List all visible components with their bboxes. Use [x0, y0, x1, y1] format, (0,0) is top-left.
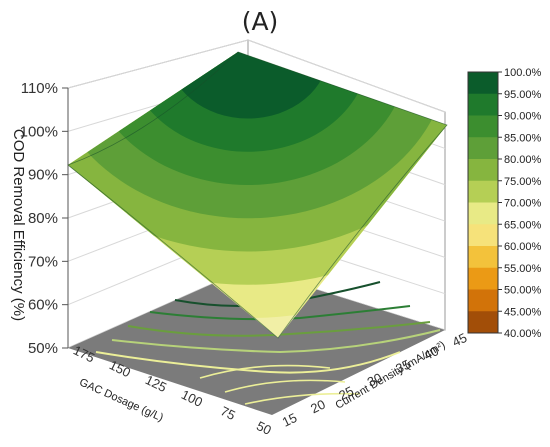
wall-gridline [247, 39, 446, 113]
colorbar-swatch [468, 246, 498, 269]
z-tick-label: 100% [20, 123, 58, 140]
floor-contour-line [149, 305, 411, 321]
x-tick-label: 20 [308, 397, 328, 417]
panel-label: (A) [242, 7, 279, 36]
floor-contour-line [95, 351, 401, 374]
z-tick-label: 80% [28, 210, 58, 227]
colorbar-swatch [468, 159, 498, 182]
colorbar-swatch [468, 289, 498, 312]
colorbar-label: 85.00% [504, 132, 542, 144]
x-tick-label: 25 [336, 383, 356, 403]
colorbar-legend: 100.0% 95.00% 90.00% 85.00% 80.00% 75.00% 70.0… [467, 67, 542, 340]
colorbar-label: 55.00% [504, 263, 542, 275]
colorbar-label: 75.00% [504, 176, 542, 188]
colorbar-swatch [468, 180, 498, 203]
colorbar-label: 45.00% [504, 306, 542, 318]
surface-outline [67, 51, 448, 339]
colorbar-swatch [468, 93, 498, 116]
colorbar-label: 60.00% [504, 241, 542, 253]
surface-band [167, 52, 329, 119]
colorbar-swatch [468, 224, 498, 247]
surface-band [127, 52, 369, 152]
colorbar-label: 100.0% [504, 67, 542, 79]
x-axis: 15 20 25 30 35 40 45 [280, 330, 470, 430]
colorbar-label: 70.00% [504, 198, 542, 210]
floor-contours [95, 281, 441, 405]
x-tick-label: 15 [280, 410, 300, 430]
colorbar-swatch [468, 137, 498, 160]
colorbar-swatch [468, 115, 498, 138]
floor-plane [68, 268, 445, 415]
z-tick-label: 110% [21, 80, 58, 97]
z-tick-label: 70% [28, 253, 58, 270]
y-tick-label: 75 [218, 403, 238, 423]
floor-contour-line [111, 329, 441, 354]
floor-contour-line [127, 321, 431, 337]
colorbar-label: 80.00% [504, 154, 542, 166]
floor-contour-line [224, 379, 346, 393]
x-tick-label: 30 [365, 370, 385, 390]
x-tick-label: 35 [393, 357, 413, 377]
colorbar-label: 90.00% [504, 111, 542, 123]
x-tick-label: 45 [450, 330, 470, 350]
wall-gridline [67, 39, 249, 89]
z-tick-label: 50% [28, 340, 58, 357]
colorbar-swatch [468, 202, 498, 225]
colorbar-label: 50.00% [504, 285, 542, 297]
z-axis-title: COD Removal Efficiency (%) [10, 129, 27, 321]
colorbar-label: 65.00% [504, 219, 542, 231]
floor-contour-line [244, 392, 361, 405]
colorbar-swatch [468, 72, 498, 95]
z-tick-label: 60% [28, 297, 58, 314]
colorbar-swatch [468, 311, 498, 334]
z-tick-label: 90% [28, 167, 58, 184]
x-tick-label: 40 [421, 343, 441, 363]
floor-contour-line [199, 364, 331, 379]
z-axis: 50% 60% 70% 80% 90% 100% 110% [20, 80, 69, 357]
y-tick-label: 50 [254, 418, 274, 438]
colorbar-label: 95.00% [504, 89, 542, 101]
colorbar-label: 40.00% [504, 328, 542, 340]
colorbar-swatch [468, 267, 498, 290]
